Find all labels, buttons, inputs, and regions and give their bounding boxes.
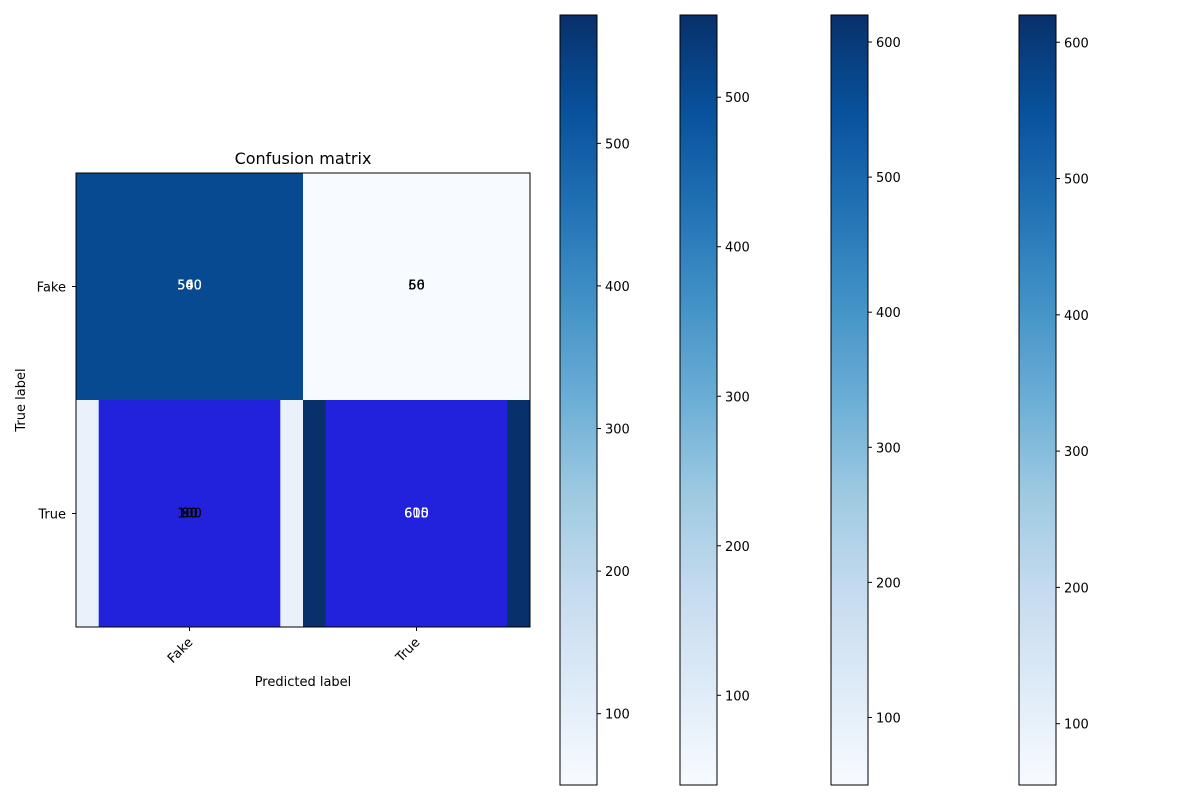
colorbar-tick-label: 300 [1064, 445, 1089, 460]
bar [325, 400, 508, 627]
chart-title: Confusion matrix [235, 149, 372, 168]
colorbar-tick-label: 300 [605, 423, 630, 438]
colorbar-tick-label: 100 [1064, 718, 1089, 733]
cell-annotation: 500 [177, 279, 202, 294]
colorbars: 100 200 300 400 500 100 200 300 400 500 100 200 300 4… [559, 14, 1089, 786]
y-tick-label: True [37, 508, 66, 523]
cell-annotation: 610 [404, 507, 429, 522]
colorbar-tick-label: 200 [725, 540, 750, 555]
colorbar [679, 14, 718, 786]
cell-annotation: 90 [181, 507, 198, 522]
colorbar-tick-label: 100 [876, 711, 901, 726]
colorbar-tick-label: 400 [876, 306, 901, 321]
colorbar-tick-label: 500 [725, 91, 750, 106]
cell-annotation: 560 [177, 279, 202, 294]
colorbar-tick-label: 300 [725, 390, 750, 405]
colorbar [1018, 14, 1057, 786]
colorbar-tick-label: 100 [725, 689, 750, 704]
colorbar-tick-label: 500 [605, 137, 630, 152]
colorbar-tick-label: 100 [605, 708, 630, 723]
colorbar-tick-label: 200 [1064, 581, 1089, 596]
cell-annotation: 615 [404, 507, 429, 522]
x-axis-label: Predicted label [255, 675, 352, 690]
colorbar-tick-label: 600 [1064, 36, 1089, 51]
colorbar-tick-label: 400 [1064, 309, 1089, 324]
plot-frame [75, 172, 531, 628]
colorbar-tick-label: 300 [876, 441, 901, 456]
cell-annotation: 60 [408, 279, 425, 294]
colorbar-tick-label: 500 [1064, 173, 1089, 188]
colorbar-tick-label: 500 [876, 171, 901, 186]
y-tick-label: Fake [37, 281, 66, 296]
colorbar-tick-label: 200 [876, 576, 901, 591]
cell-annotation: 100 [177, 507, 202, 522]
y-axis-label: True label [14, 368, 29, 432]
colorbar [830, 14, 869, 786]
cell-annotation: 50 [408, 279, 425, 294]
colorbar-tick-label: 600 [876, 36, 901, 51]
cell-annotation: 80 [181, 507, 198, 522]
bar [98, 400, 281, 627]
cell-annotation: 600 [404, 507, 429, 522]
colorbar-tick-label: 200 [605, 565, 630, 580]
colorbar-tick-label: 400 [725, 241, 750, 256]
cell-annotation: 56 [408, 279, 425, 294]
cell-annotation: 540 [177, 279, 202, 294]
colorbar-tick-label: 400 [605, 280, 630, 295]
bar-series [98, 400, 508, 627]
colorbar [559, 14, 598, 786]
heatmap-cell [76, 173, 303, 400]
heatmap-cell [303, 173, 530, 400]
